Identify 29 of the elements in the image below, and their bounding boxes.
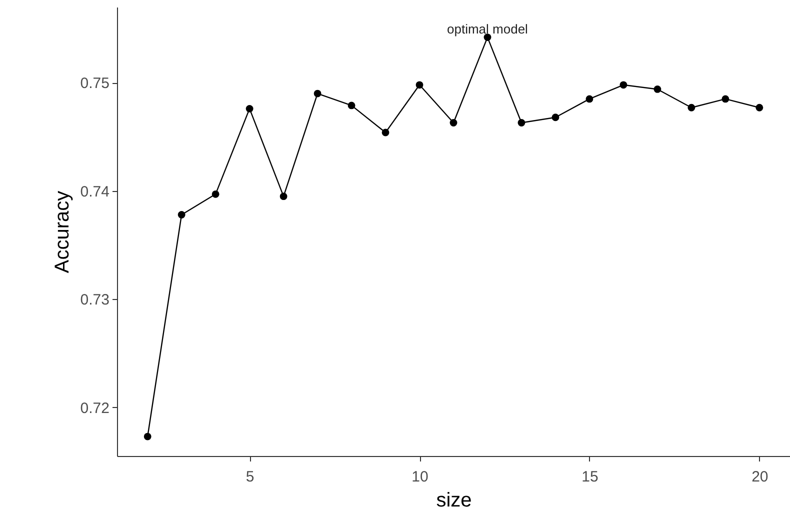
x-tick-label: 10: [412, 468, 428, 486]
point: [348, 102, 356, 110]
point: [518, 119, 526, 126]
y-tick-label: 0.73: [80, 292, 110, 309]
point: [756, 104, 764, 112]
y-axis-title: Accuracy: [51, 190, 74, 274]
x-tick-label: 5: [246, 468, 254, 486]
point: [654, 86, 662, 93]
point: [688, 104, 696, 112]
x-tick-label: 20: [752, 468, 768, 486]
annotation: optimal model: [447, 21, 528, 36]
x-axis-title: size: [436, 490, 472, 512]
y-tick-label: 0.72: [80, 400, 110, 417]
point: [450, 119, 458, 126]
point: [314, 90, 322, 98]
point: [586, 95, 594, 103]
point: [620, 81, 628, 89]
point: [552, 114, 560, 122]
y-tick-label: 0.75: [80, 75, 110, 92]
point: [280, 192, 288, 200]
point: [178, 211, 186, 218]
point: [144, 432, 152, 440]
y-tick-label: 0.74: [80, 183, 110, 200]
point: [246, 105, 254, 112]
point: [212, 190, 220, 198]
point: [722, 95, 730, 103]
point: [416, 81, 424, 89]
point: [382, 128, 390, 136]
x-tick-label: 15: [582, 468, 598, 486]
